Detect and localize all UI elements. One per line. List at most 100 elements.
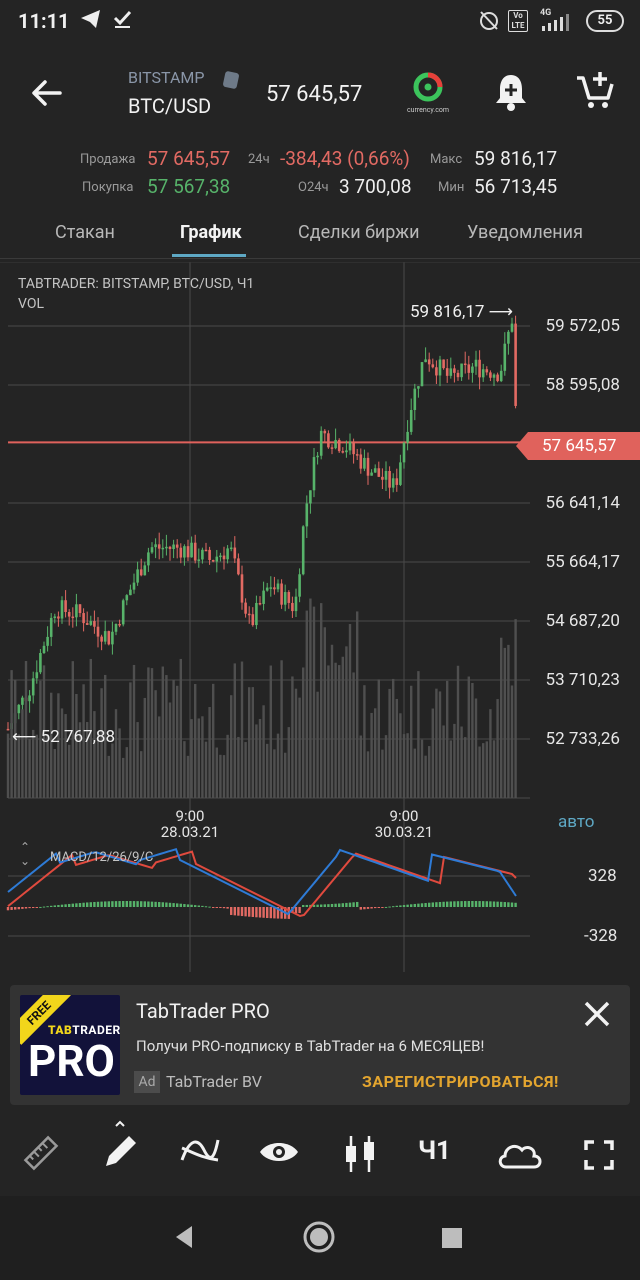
volume-bar: [60, 708, 64, 798]
macd-histogram-bar: [341, 903, 344, 907]
volume-bar: [471, 682, 474, 798]
alarm-off-icon: [480, 11, 498, 30]
candle-body: [244, 602, 247, 614]
interval-button[interactable]: Ч1: [418, 1136, 451, 1166]
tab-trades[interactable]: Сделки биржи: [298, 222, 420, 243]
macd-histogram-bar: [460, 901, 463, 907]
bell-plus-icon[interactable]: [492, 72, 530, 112]
candle-body: [319, 430, 323, 456]
macd-histogram-bar: [197, 905, 200, 907]
telegram-icon: [81, 10, 100, 28]
candle-body: [46, 636, 49, 646]
volume-bar: [42, 665, 46, 798]
currency-com-logo-icon: [413, 72, 443, 102]
fullscreen-icon[interactable]: [584, 1140, 614, 1170]
ruler-icon[interactable]: [22, 1134, 60, 1172]
macd-histogram-bar: [402, 905, 406, 907]
candle-body: [107, 631, 111, 645]
candle-body: [71, 616, 75, 619]
candle-body: [143, 565, 147, 576]
macd-histogram-bar: [262, 907, 265, 918]
macd-histogram-bar: [464, 901, 467, 907]
candle-body: [327, 433, 330, 448]
candle-body: [316, 455, 319, 458]
macd-histogram-bar: [478, 901, 481, 907]
indicators-icon[interactable]: [180, 1134, 220, 1166]
volume-bar: [32, 729, 35, 798]
pencil-icon[interactable]: [100, 1120, 140, 1172]
macd-histogram-bar: [222, 907, 226, 909]
current-price-tag: 57 645,57: [516, 432, 640, 460]
volume-bar: [287, 727, 290, 798]
macd-histogram-bar: [82, 902, 85, 907]
volume-bar: [291, 676, 294, 798]
candle-body: [147, 552, 150, 566]
macd-histogram-bar: [161, 902, 164, 907]
tab-chart[interactable]: График: [180, 222, 242, 243]
nav-back-icon[interactable]: [172, 1224, 196, 1250]
macd-histogram-bar: [71, 903, 74, 907]
ad-register-button[interactable]: ЗАРЕГИСТРИРОВАТЬСЯ!: [362, 1072, 559, 1091]
volume-bar: [410, 685, 413, 798]
chart-canvas[interactable]: [0, 262, 640, 974]
volume-bar: [510, 685, 514, 798]
volume-bar: [129, 682, 132, 798]
volume-bar: [93, 711, 96, 798]
candle-body: [233, 547, 237, 559]
indicator-reorder-icon[interactable]: ⌃ ⌄: [20, 840, 31, 868]
candle-body: [93, 621, 96, 627]
macd-histogram-bar: [78, 903, 82, 907]
volume-bar: [316, 691, 319, 798]
volume-bar: [140, 751, 143, 798]
candles-icon[interactable]: [342, 1134, 378, 1174]
volume-bar: [474, 698, 478, 798]
macd-histogram-bar: [248, 907, 251, 917]
volume-bar: [136, 722, 139, 798]
candle-body: [334, 439, 337, 449]
macd-histogram-bar: [492, 901, 496, 907]
candle-body: [283, 592, 287, 605]
candle-body: [255, 602, 258, 626]
currency-com-logo[interactable]: currency.com: [402, 72, 454, 114]
volume-bar: [392, 678, 395, 798]
candle-body: [114, 623, 118, 632]
candle-body: [417, 386, 420, 389]
macd-axis-label: -328: [584, 926, 618, 946]
volume-bar: [305, 610, 308, 798]
cart-plus-icon[interactable]: [574, 70, 616, 112]
volume-bar: [240, 661, 244, 798]
candle-body: [197, 559, 201, 561]
eye-icon[interactable]: [258, 1138, 300, 1166]
pair-name[interactable]: BTC/USD: [128, 94, 212, 118]
nav-home-icon[interactable]: [302, 1220, 336, 1254]
price-chart[interactable]: TABTRADER: BITSTAMP, BTC/USD, Ч1 VOL 59 …: [0, 262, 640, 974]
app-header: BITSTAMP BTC/USD 57 645,57 currency.com: [0, 58, 640, 138]
ad-advertiser: TabTrader BV: [166, 1072, 262, 1091]
tab-orderbook[interactable]: Стакан: [55, 222, 115, 243]
candle-body: [499, 370, 503, 382]
candle-body: [345, 450, 348, 453]
macd-histogram-bar: [168, 902, 172, 907]
cloud-icon[interactable]: [496, 1140, 544, 1170]
macd-histogram-bar: [449, 901, 452, 907]
close-icon[interactable]: [582, 999, 612, 1029]
auto-scale-toggle[interactable]: авто: [558, 812, 595, 832]
tab-alerts[interactable]: Уведомления: [467, 222, 583, 243]
candle-body: [485, 369, 489, 373]
volume-bar: [320, 603, 323, 798]
candle-body: [391, 478, 395, 488]
ad-banner[interactable]: FREE TABTRADER PRO TabTrader PRO Получи …: [10, 985, 630, 1105]
volume-bar: [424, 755, 427, 798]
macd-histogram-bar: [204, 906, 208, 908]
volume-bar: [377, 679, 380, 798]
back-arrow-icon[interactable]: [30, 78, 64, 108]
macd-histogram-bar: [294, 907, 298, 913]
macd-histogram-bar: [424, 903, 427, 907]
volume-bar: [122, 757, 125, 798]
candle-body: [193, 542, 197, 561]
nav-recents-icon[interactable]: [440, 1226, 464, 1250]
macd-histogram-bar: [89, 902, 92, 907]
candle-body: [35, 672, 39, 679]
volume-bar: [154, 690, 157, 798]
macd-histogram-bar: [158, 902, 161, 907]
